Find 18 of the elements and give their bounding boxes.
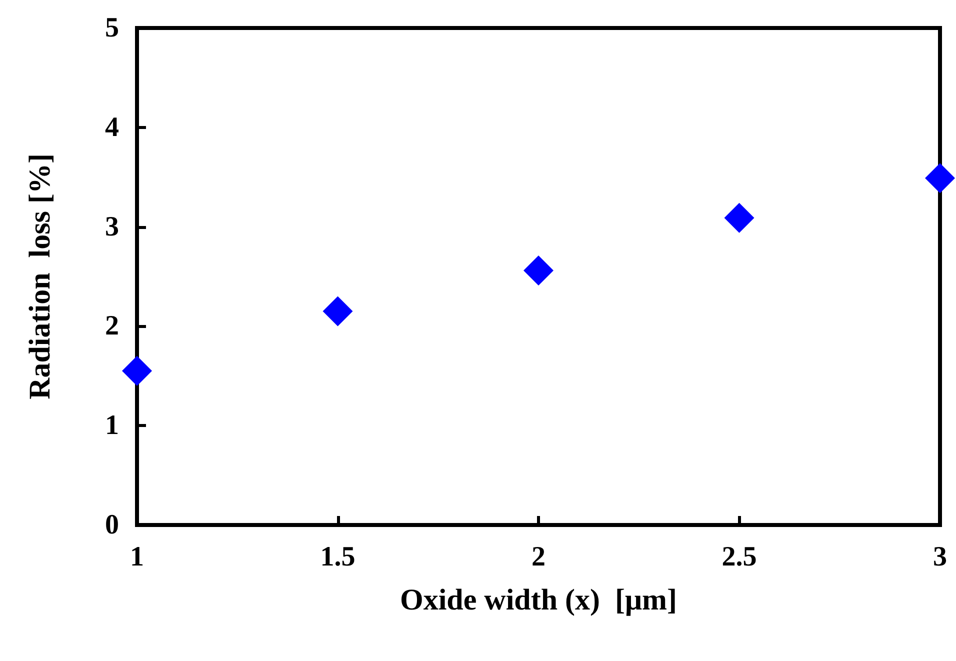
y-tick-label: 1 (105, 410, 119, 442)
point (524, 256, 554, 286)
x-tick-label: 1.5 (320, 542, 356, 572)
x-axis-title: Oxide width (x) [μm] (400, 584, 677, 616)
y-tick-label: 2 (105, 310, 119, 342)
y-tick-label: 5 (105, 12, 119, 44)
point (925, 163, 955, 194)
point (724, 202, 754, 233)
y-tick-label: 3 (105, 211, 119, 242)
y-tick-label: 0 (105, 510, 119, 540)
x-tick-label: 1 (130, 542, 144, 572)
point (322, 296, 353, 326)
y-axis-title: Radiation loss [%] (24, 154, 56, 400)
point (122, 356, 152, 386)
x-tick-label: 3 (933, 542, 947, 572)
x-tick-label: 2 (532, 542, 546, 572)
y-tick-label: 4 (105, 112, 119, 143)
x-tick-label: 2.5 (722, 542, 757, 572)
